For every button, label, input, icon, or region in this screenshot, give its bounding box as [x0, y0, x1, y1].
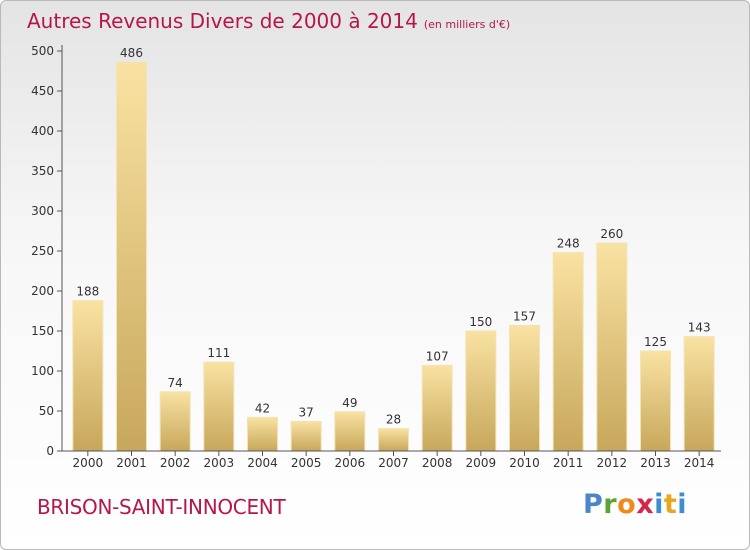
- chart-subtitle: (en milliers d'€): [423, 18, 511, 31]
- y-tick-label: 350: [31, 164, 54, 178]
- bar-2007: [378, 428, 409, 452]
- x-tick-label: 2014: [684, 456, 715, 470]
- bar-value-label: 248: [557, 237, 580, 251]
- bar-2014: [683, 336, 715, 452]
- x-tick-label: 2003: [204, 456, 235, 470]
- bar-value-label: 260: [600, 227, 623, 241]
- x-tick-label: 2000: [73, 456, 104, 470]
- x-tick-label: 2009: [466, 456, 497, 470]
- x-tick-label: 2012: [597, 456, 628, 470]
- bar-2003: [203, 361, 235, 452]
- x-tick-label: 2010: [509, 456, 540, 470]
- y-tick-label: 0: [46, 444, 54, 458]
- axes-group: 0 50 100 150 200 250 300 350 400 450 500 188 2000 486…: [31, 44, 721, 470]
- x-tick-label: 2005: [291, 456, 322, 470]
- y-tick-label: 300: [31, 204, 54, 218]
- bar-2005: [290, 420, 322, 452]
- bar-2004: [247, 416, 278, 452]
- bar-value-label: 188: [76, 285, 99, 299]
- x-tick-label: 2008: [422, 456, 453, 470]
- chart-title-text: Autres Revenus Divers de 2000 à 2014: [27, 9, 418, 33]
- bars-group: [72, 61, 715, 452]
- bar-value-label: 486: [120, 46, 143, 60]
- x-tick-label: 2007: [378, 456, 409, 470]
- bar-value-label: 107: [426, 349, 449, 363]
- x-tick-label: 2004: [247, 456, 278, 470]
- bar-value-label: 49: [342, 396, 357, 410]
- y-tick-label: 150: [31, 324, 54, 338]
- bar-value-label: 150: [469, 315, 492, 329]
- proxiti-logo: Proxiti: [583, 489, 688, 520]
- y-tick-label: 50: [39, 404, 54, 418]
- bar-value-label: 28: [386, 413, 401, 427]
- y-tick-label: 400: [31, 124, 54, 138]
- bar-2013: [640, 350, 671, 452]
- chart-title: Autres Revenus Divers de 2000 à 2014 (en …: [27, 9, 510, 33]
- y-tick-label: 500: [31, 44, 54, 58]
- y-tick-label: 100: [31, 364, 54, 378]
- y-tick-label: 250: [31, 244, 54, 258]
- commune-name: BRISON-SAINT-INNOCENT: [37, 495, 286, 519]
- bar-value-label: 42: [255, 401, 270, 415]
- y-tick-label: 450: [31, 84, 54, 98]
- bar-value-label: 37: [299, 405, 314, 419]
- x-tick-label: 2013: [640, 456, 671, 470]
- bar-2002: [159, 391, 191, 452]
- bar-2010: [509, 324, 540, 452]
- bar-2008: [421, 364, 453, 452]
- bar-value-label: 111: [207, 346, 230, 360]
- x-tick-label: 2011: [553, 456, 584, 470]
- x-tick-label: 2002: [160, 456, 191, 470]
- bar-2006: [334, 411, 366, 452]
- bar-2009: [465, 330, 497, 452]
- bar-value-label: 74: [168, 376, 183, 390]
- x-tick-label: 2006: [335, 456, 366, 470]
- bar-2011: [552, 252, 584, 452]
- x-tick-label: 2001: [116, 456, 147, 470]
- bar-value-label: 157: [513, 309, 536, 323]
- bar-2001: [116, 61, 147, 452]
- y-tick-label: 200: [31, 284, 54, 298]
- bar-value-label: 143: [688, 321, 711, 335]
- bar-value-label: 125: [644, 335, 667, 349]
- bar-2012: [596, 242, 628, 452]
- bar-2000: [72, 300, 104, 452]
